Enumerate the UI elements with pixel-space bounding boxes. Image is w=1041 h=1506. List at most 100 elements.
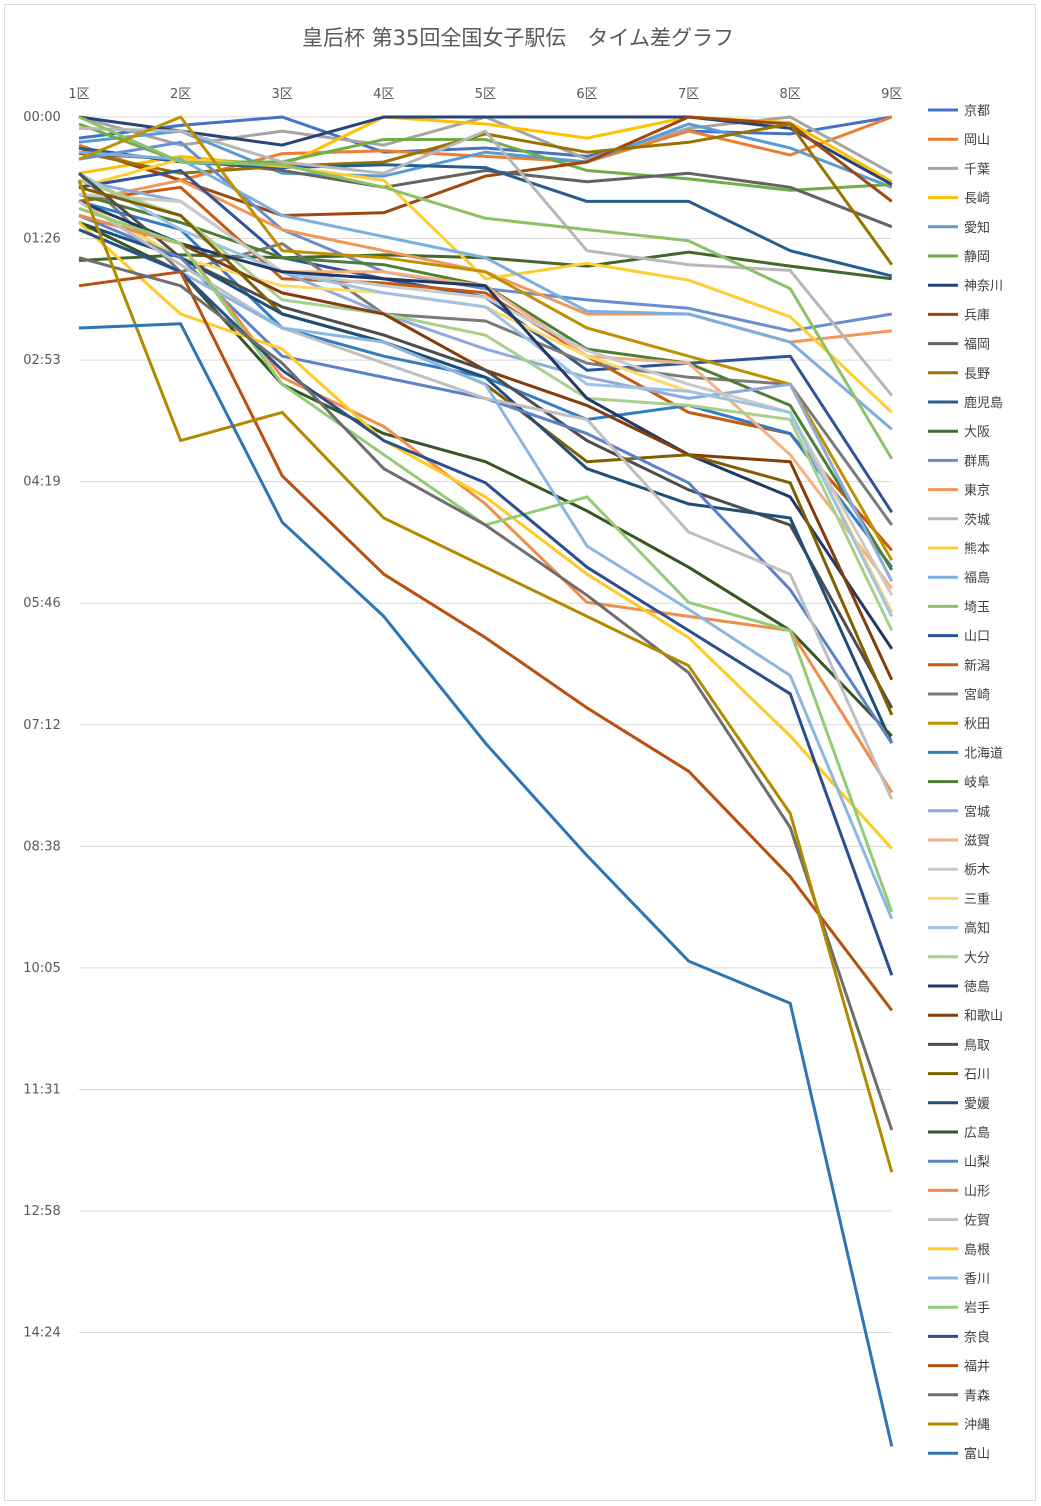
legend-label: 福井	[964, 1360, 990, 1375]
series-line-福井	[78, 270, 893, 1012]
series-line-兵庫	[78, 115, 893, 217]
legend-entry: 滋賀	[928, 834, 990, 849]
x-tick-label: 6区	[576, 87, 597, 102]
legend-label: 長野	[964, 367, 990, 382]
legend-entry: 千葉	[928, 162, 990, 177]
legend-entry: 秋田	[928, 717, 990, 732]
legend-label: 埼玉	[964, 600, 990, 615]
legend-entry: 香川	[928, 1272, 990, 1287]
legend-label: 滋賀	[964, 834, 990, 849]
legend-label: 茨城	[964, 513, 990, 528]
legend-entry: 佐賀	[928, 1214, 990, 1229]
legend-label: 熊本	[964, 541, 990, 557]
legend-entry: 北海道	[928, 746, 1003, 761]
legend-label: 広島	[964, 1126, 990, 1141]
y-tick-label: 07:12	[23, 718, 60, 733]
legend-entry: 広島	[928, 1126, 990, 1141]
legend-entry: 山梨	[928, 1155, 990, 1170]
legend-label: 山形	[964, 1184, 990, 1199]
y-axis-ticks: 00:00 01:26 02:53 04:19 05:46 07:12 08:38 10:05…	[23, 110, 60, 1341]
x-tick-label: 5区	[475, 87, 496, 102]
y-tick-label: 12:58	[23, 1204, 60, 1219]
legend-entry: 愛知	[928, 220, 990, 236]
legend-entry: 熊本	[928, 541, 990, 557]
x-tick-label: 1区	[68, 87, 89, 102]
legend-label: 青森	[964, 1389, 990, 1404]
y-tick-label: 11:31	[23, 1082, 60, 1097]
legend-entry: 兵庫	[928, 308, 990, 323]
legend-entry: 福岡	[928, 338, 990, 353]
x-tick-label: 4区	[373, 87, 394, 102]
legend-entry: 静岡	[928, 250, 990, 265]
legend-entry: 栃木	[928, 863, 990, 878]
legend-entry: 京都	[928, 104, 990, 119]
legend-entry: 山口	[928, 630, 990, 645]
plot-area	[77, 115, 894, 1447]
legend-entry: 埼玉	[928, 600, 990, 615]
legend-label: 鳥取	[964, 1038, 990, 1053]
legend-label: 高知	[964, 921, 990, 937]
legend-label: 岐阜	[964, 775, 990, 791]
legend-entry: 長崎	[928, 192, 990, 207]
legend-entry: 島根	[928, 1243, 990, 1258]
y-tick-label: 01:26	[23, 232, 60, 247]
x-tick-label: 8区	[780, 87, 801, 102]
legend-label: 山口	[964, 630, 990, 645]
legend-entry: 大分	[928, 951, 990, 966]
chart-title: 皇后杯 第35回全国女子駅伝 タイム差グラフ	[302, 26, 734, 50]
legend-label: 三重	[964, 891, 990, 907]
series-line-神奈川	[78, 115, 893, 186]
x-tick-label: 3区	[272, 87, 293, 102]
y-tick-label: 02:53	[23, 353, 60, 368]
legend-label: 佐賀	[964, 1214, 990, 1229]
legend-entry: 愛媛	[928, 1097, 990, 1112]
series-line-愛知	[78, 122, 893, 189]
series-line-茨城	[78, 126, 893, 397]
legend-label: 愛媛	[964, 1097, 990, 1112]
legend-label: 栃木	[964, 863, 990, 878]
legend-label: 沖縄	[964, 1418, 990, 1433]
legend-label: 石川	[964, 1068, 990, 1083]
legend-label: 兵庫	[964, 308, 990, 323]
legend-entry: 宮城	[928, 804, 990, 820]
legend-label: 宮城	[964, 804, 990, 820]
legend-label: 群馬	[964, 454, 990, 469]
legend-entry: 群馬	[928, 454, 990, 469]
series-line-愛媛	[78, 221, 894, 744]
legend-label: 大阪	[964, 425, 990, 440]
legend-entry: 岐阜	[928, 775, 990, 791]
legend-label: 北海道	[964, 746, 1003, 761]
legend-entry: 徳島	[928, 980, 990, 995]
gridlines	[79, 116, 892, 1334]
series-line-広島	[78, 221, 893, 738]
x-tick-label: 2区	[170, 87, 191, 102]
x-axis-ticks: 1区 2区 3区 4区 5区 6区 7区 8区 9区	[68, 87, 902, 102]
series-line-栃木	[78, 192, 894, 597]
legend-label: 岡山	[964, 133, 990, 148]
legend-label: 新潟	[964, 658, 990, 674]
legend-entry: 神奈川	[928, 279, 1003, 294]
series-line-群馬	[78, 140, 893, 333]
legend-label: 島根	[964, 1243, 990, 1258]
legend-label: 京都	[964, 104, 990, 119]
legend-label: 鹿児島	[964, 395, 1003, 411]
series-line-秋田	[78, 115, 894, 561]
legend-entry: 長野	[928, 367, 990, 382]
legend-entry: 山形	[928, 1184, 990, 1199]
legend-label: 奈良	[964, 1329, 990, 1345]
legend-entry: 高知	[928, 921, 990, 937]
series-line-沖縄	[77, 179, 894, 1173]
legend-entry: 新潟	[928, 658, 990, 674]
y-tick-label: 10:05	[23, 961, 60, 976]
y-tick-label: 05:46	[23, 596, 60, 611]
series-line-大分	[78, 178, 894, 632]
legend-entry: 岩手	[928, 1301, 990, 1316]
legend-label: 静岡	[964, 250, 990, 265]
legend-label: 千葉	[964, 162, 990, 177]
y-tick-label: 04:19	[23, 475, 60, 490]
series-line-佐賀	[78, 200, 894, 800]
y-tick-label: 00:00	[23, 110, 60, 125]
legend-entry: 石川	[928, 1068, 990, 1083]
legend-entry: 岡山	[928, 133, 990, 148]
